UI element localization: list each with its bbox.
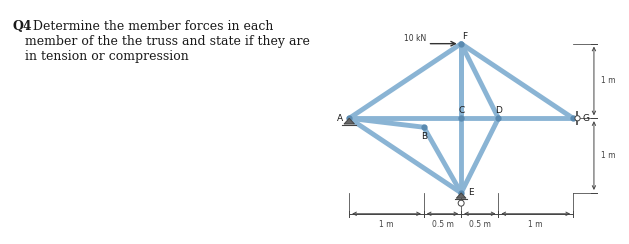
Text: 1 m: 1 m [528,220,543,229]
Text: 0.5 m: 0.5 m [469,220,491,229]
Text: E: E [469,188,474,197]
Text: A: A [337,114,343,123]
Polygon shape [456,193,466,198]
Text: D: D [495,106,502,115]
Circle shape [458,200,464,206]
Circle shape [575,116,580,121]
Text: Q4: Q4 [13,20,32,32]
Text: 0.5 m: 0.5 m [431,220,454,229]
Polygon shape [344,118,355,124]
Text: B: B [421,132,427,142]
Text: . Determine the member forces in each
member of the the truss and state if they : . Determine the member forces in each me… [25,20,309,62]
Text: F: F [462,32,467,41]
Text: 1 m: 1 m [601,76,615,85]
Text: 1 m: 1 m [379,220,394,229]
Text: G: G [582,114,589,123]
Text: C: C [458,106,464,115]
Text: 1 m: 1 m [601,151,615,160]
Text: 10 kN: 10 kN [404,34,426,43]
